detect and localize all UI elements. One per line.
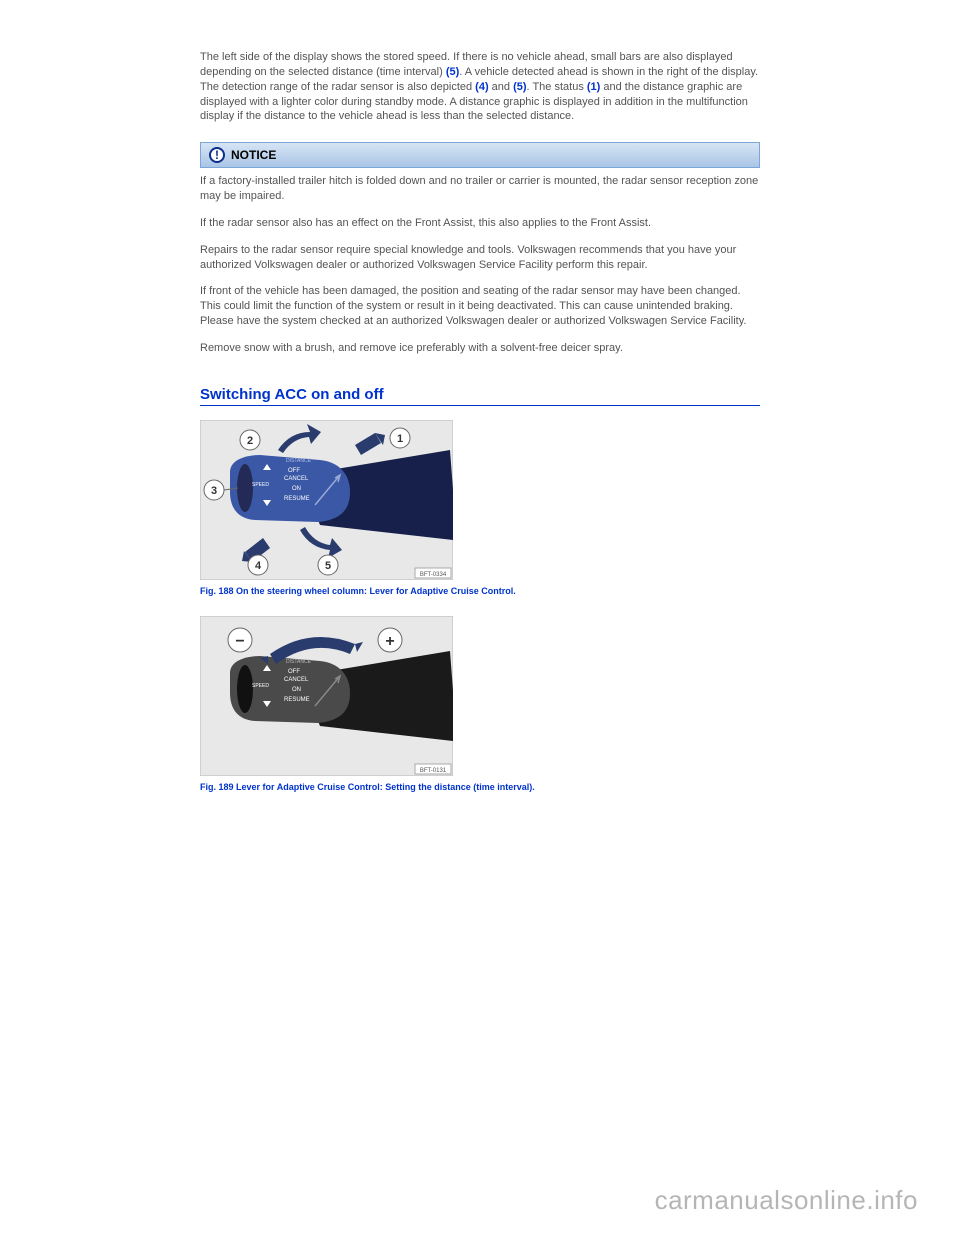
svg-text:BFT-0131: BFT-0131 xyxy=(420,768,447,774)
svg-text:RESUME: RESUME xyxy=(284,697,310,703)
notice-para-1: If a factory-installed trailer hitch is … xyxy=(200,174,760,204)
svg-text:3: 3 xyxy=(211,485,217,497)
svg-text:DISTANCE: DISTANCE xyxy=(286,659,312,665)
svg-text:SPEED: SPEED xyxy=(252,482,269,488)
ref-4: (4) xyxy=(475,81,488,93)
figure-189: OFF CANCEL ON RESUME SPEED DISTANCE − + xyxy=(200,616,453,776)
section-heading: Switching ACC on and off xyxy=(200,386,760,406)
svg-text:RESUME: RESUME xyxy=(284,496,310,502)
paragraph-intro: The left side of the display shows the s… xyxy=(200,50,760,124)
figure-188-svg: OFF CANCEL ON RESUME SPEED DISTANCE xyxy=(200,420,453,580)
ref-1: (1) xyxy=(587,81,600,93)
figure-188: OFF CANCEL ON RESUME SPEED DISTANCE xyxy=(200,420,453,580)
notice-para-5: Remove snow with a brush, and remove ice… xyxy=(200,341,760,356)
svg-text:SPEED: SPEED xyxy=(252,683,269,689)
svg-text:OFF: OFF xyxy=(288,468,300,474)
svg-text:OFF: OFF xyxy=(288,669,300,675)
svg-text:ON: ON xyxy=(292,486,301,492)
notice-label: NOTICE xyxy=(231,148,276,162)
figure-188-caption: Fig. 188 On the steering wheel column: L… xyxy=(200,586,760,598)
text: . The status xyxy=(527,81,587,93)
figure-189-svg: OFF CANCEL ON RESUME SPEED DISTANCE − + xyxy=(200,616,453,776)
watermark: carmanualsonline.info xyxy=(655,1185,918,1216)
figure-189-caption: Fig. 189 Lever for Adaptive Cruise Contr… xyxy=(200,782,760,794)
svg-text:BFT-0334: BFT-0334 xyxy=(420,572,447,578)
svg-text:4: 4 xyxy=(255,560,262,572)
ref-5b: (5) xyxy=(513,81,526,93)
svg-text:DISTANCE: DISTANCE xyxy=(286,458,312,464)
svg-text:1: 1 xyxy=(397,433,403,445)
svg-text:CANCEL: CANCEL xyxy=(284,476,309,482)
svg-text:+: + xyxy=(385,633,394,650)
svg-text:ON: ON xyxy=(292,687,301,693)
svg-text:2: 2 xyxy=(247,435,253,447)
notice-para-4: If front of the vehicle has been damaged… xyxy=(200,284,760,329)
notice-para-2: If the radar sensor also has an effect o… xyxy=(200,216,760,231)
svg-text:5: 5 xyxy=(325,560,331,572)
svg-text:−: − xyxy=(235,633,244,650)
notice-para-3: Repairs to the radar sensor require spec… xyxy=(200,243,760,273)
notice-box: ! NOTICE xyxy=(200,142,760,168)
notice-icon: ! xyxy=(209,147,225,163)
text: and xyxy=(489,81,513,93)
svg-text:CANCEL: CANCEL xyxy=(284,677,309,683)
ref-5: (5) xyxy=(446,66,459,78)
